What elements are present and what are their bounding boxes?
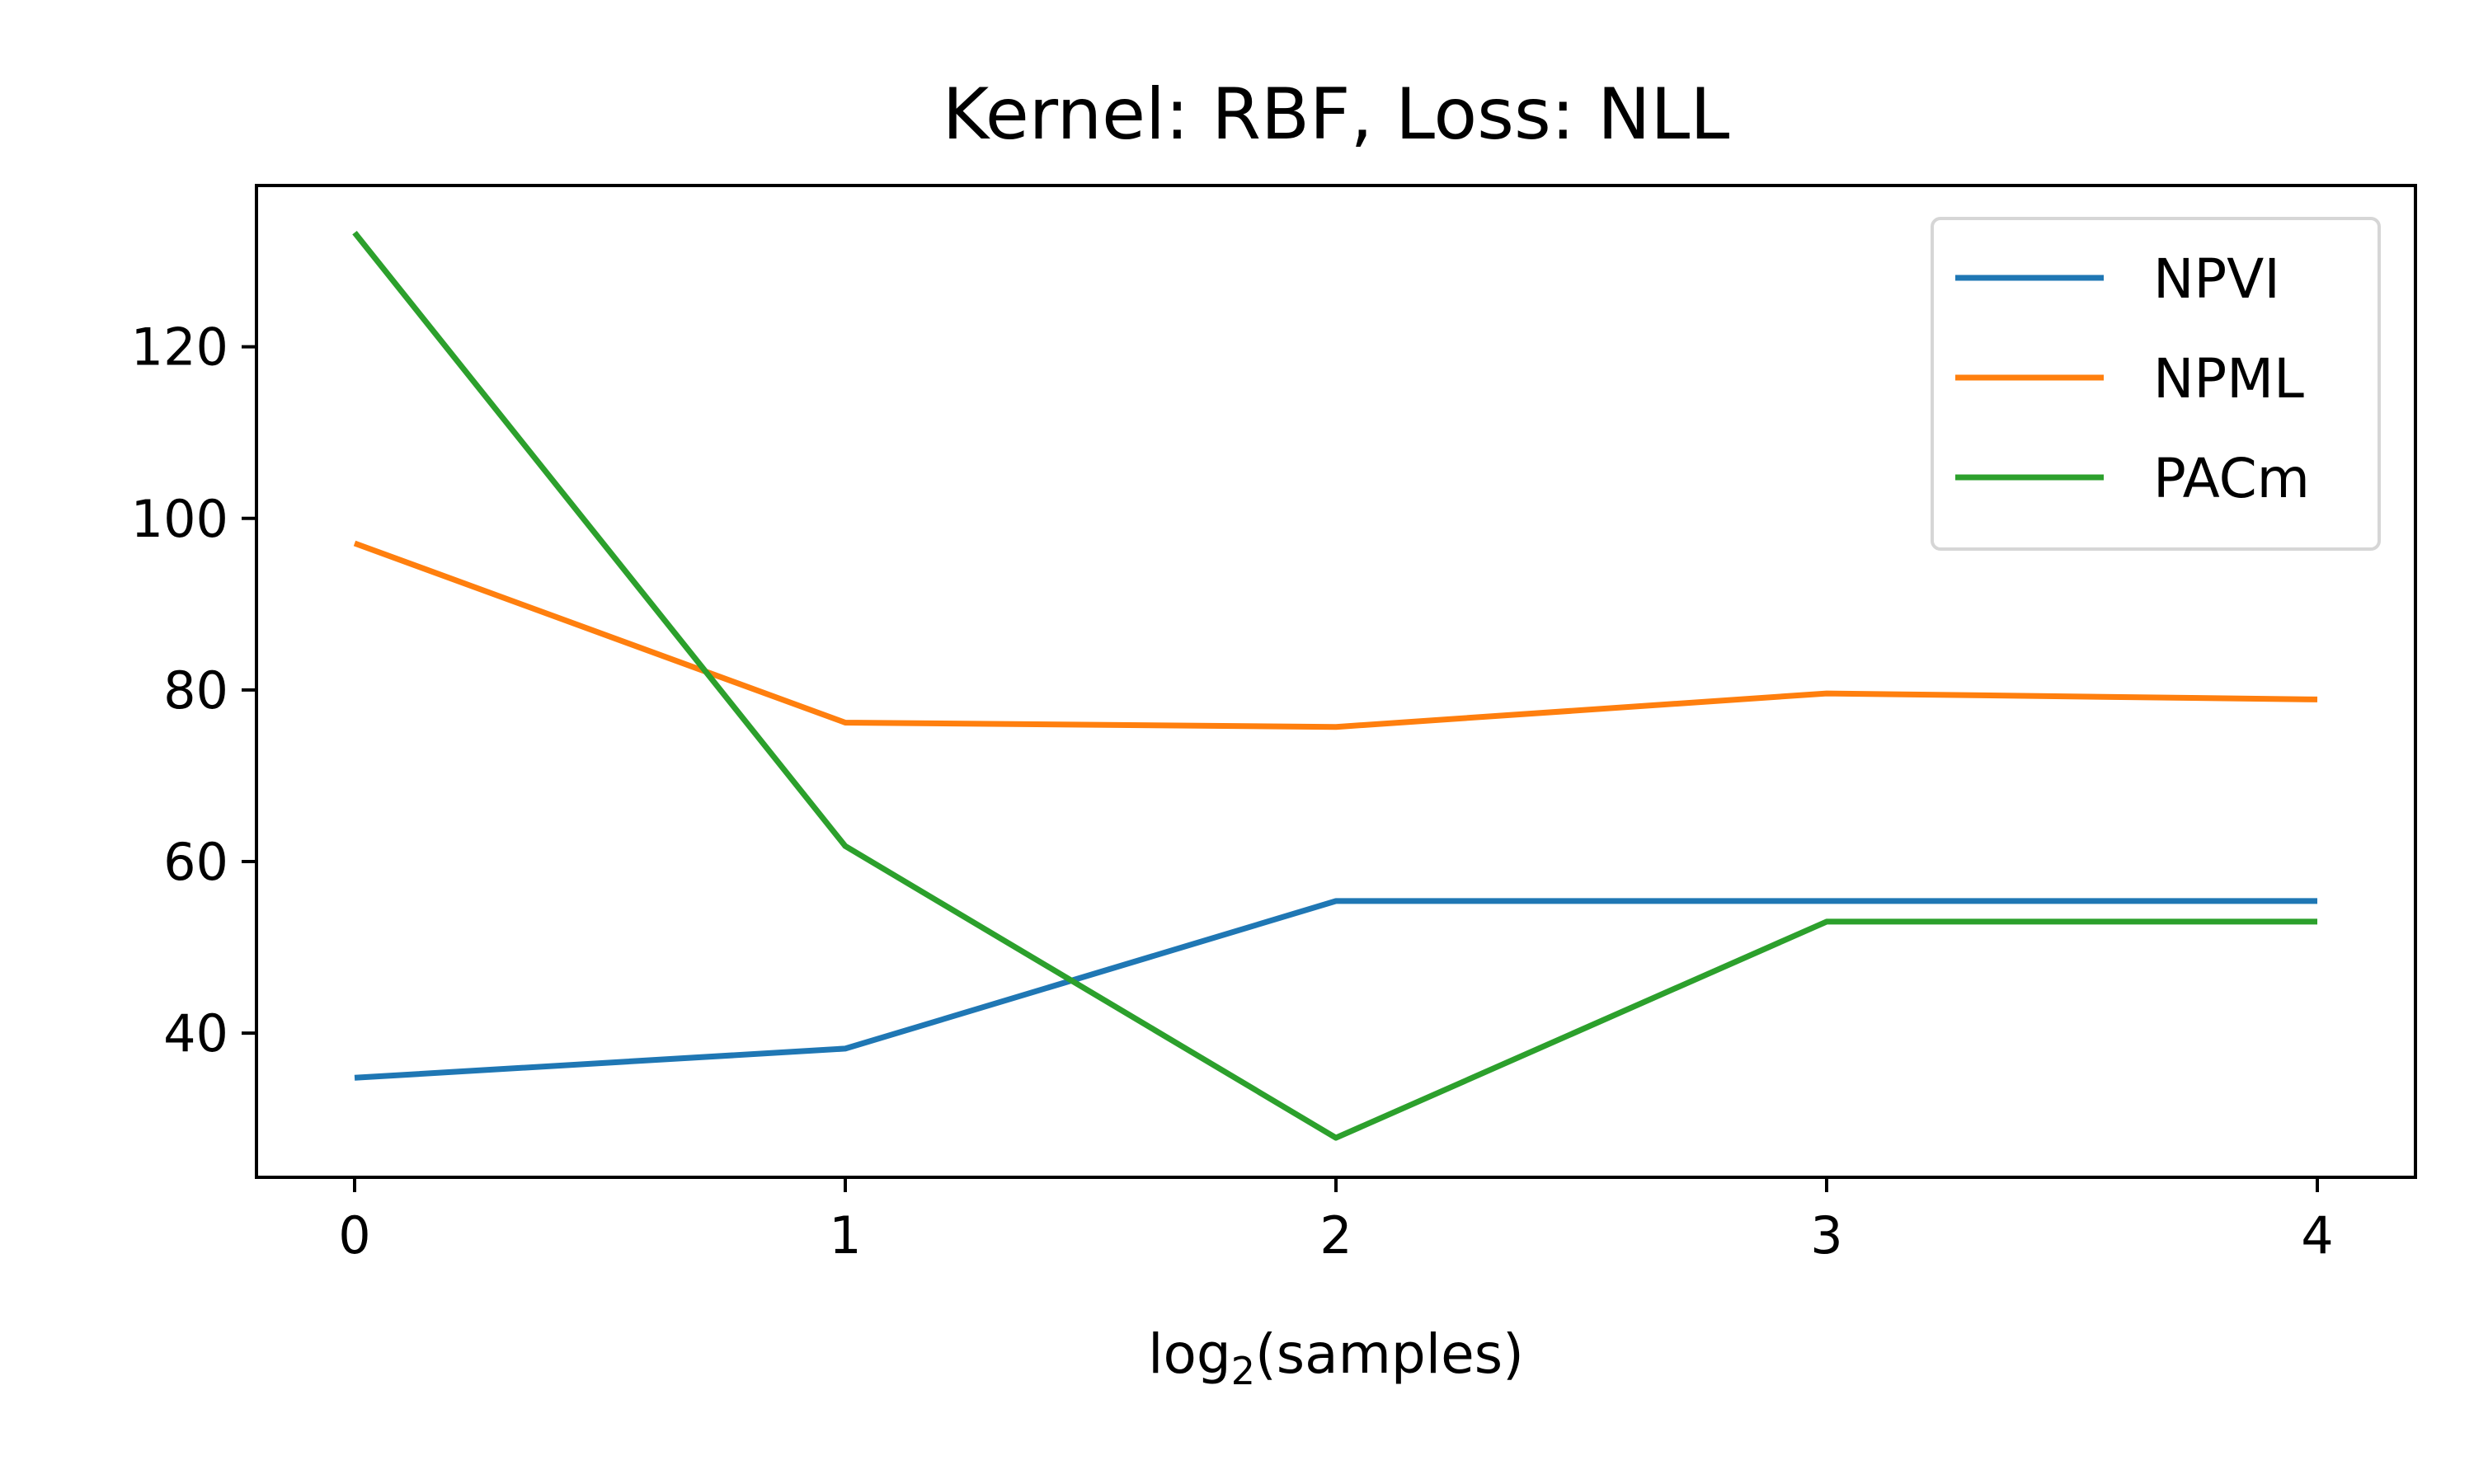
x-axis-label-subscript: 2: [1231, 1349, 1255, 1393]
y-tick-label: 60: [163, 832, 228, 892]
plot-lines: [352, 231, 2318, 1141]
legend: NPVI NPML PACm: [1931, 217, 2381, 551]
x-axis-label-suffix: (samples): [1255, 1322, 1524, 1386]
x-axis: 0 1 2 3 4: [338, 1177, 2334, 1266]
x-tick-label: 2: [1319, 1205, 1352, 1266]
y-axis: 40 60 80 100 120: [131, 317, 256, 1064]
y-tick-label: 120: [131, 317, 228, 378]
legend-label-pacm: PACm: [2153, 447, 2310, 510]
series-line-npvi: [354, 898, 2317, 1081]
x-tick-label: 4: [2301, 1205, 2333, 1266]
legend-label-npml: NPML: [2153, 347, 2304, 411]
series-line-npml: [353, 540, 2318, 730]
x-tick-label: 0: [338, 1205, 370, 1266]
series-line-pacm: [352, 231, 2317, 1141]
chart-title: Kernel: RBF, Loss: NLL: [943, 73, 1730, 156]
x-axis-label: log2(samples): [1148, 1322, 1524, 1393]
x-tick-label: 3: [1810, 1205, 1842, 1266]
legend-label-npvi: NPVI: [2153, 247, 2280, 311]
y-tick-label: 40: [163, 1003, 228, 1064]
legend-box: [1931, 217, 2381, 551]
x-tick-label: 1: [829, 1205, 861, 1266]
y-tick-label: 80: [163, 660, 228, 721]
y-tick-label: 100: [131, 489, 228, 549]
x-axis-label-prefix: log: [1148, 1322, 1231, 1386]
